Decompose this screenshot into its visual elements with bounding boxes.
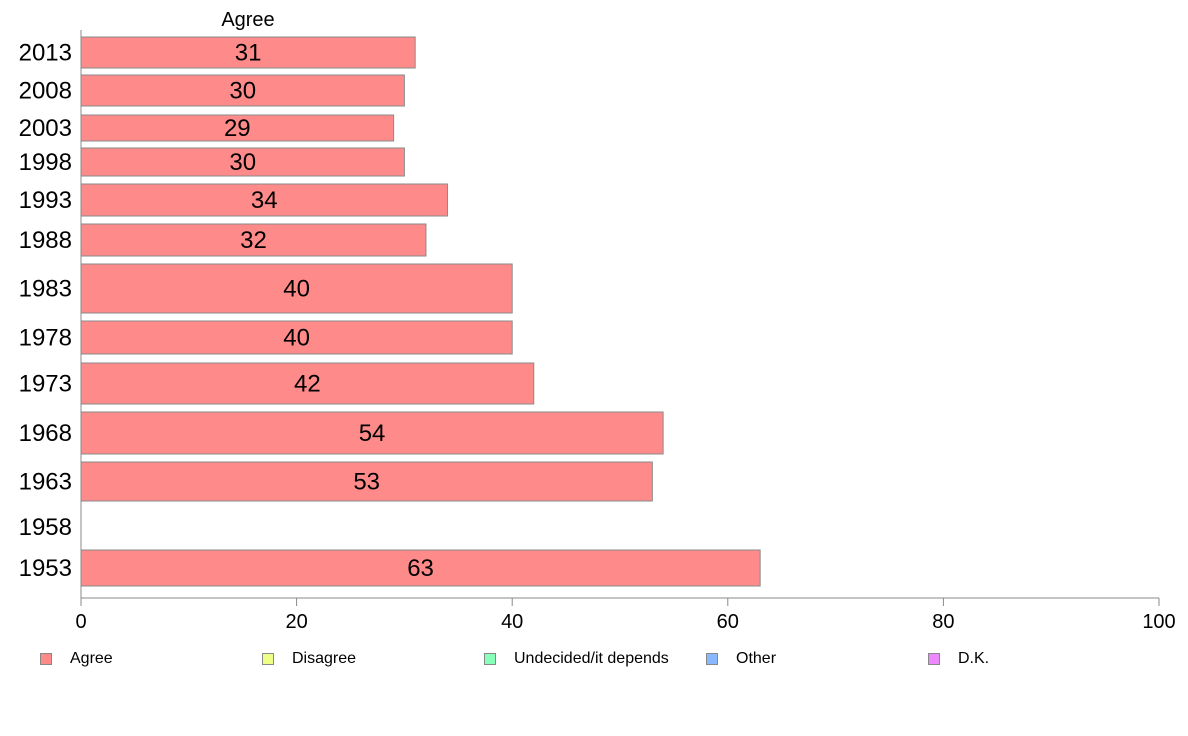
- x-tick-label: 80: [932, 611, 954, 633]
- x-axis: 0 20 40 60 80 100: [75, 30, 1176, 633]
- bar-agree: [80, 183, 449, 217]
- year-label: 2013: [19, 40, 72, 67]
- bar-value-label: 30: [229, 78, 256, 105]
- legend-swatch: [928, 653, 940, 665]
- year-label: 1963: [19, 469, 72, 496]
- legend-item: Disagree: [262, 650, 356, 668]
- bar-agree: [80, 461, 653, 502]
- bar-group: 2013 31 2008 30 2003 29 1998 30 1993 34 1988 32 1983…: [19, 36, 761, 587]
- year-label: 1993: [19, 187, 72, 214]
- bar-value-label: 53: [353, 469, 380, 496]
- year-label: 2003: [19, 115, 72, 142]
- bar-value-label: 63: [407, 555, 434, 582]
- x-tick-label: 100: [1142, 611, 1175, 633]
- legend-swatch: [706, 653, 718, 665]
- column-header: Agree: [221, 9, 274, 31]
- legend-label: Agree: [70, 650, 113, 667]
- bar-value-label: 42: [294, 371, 321, 398]
- x-tick-label: 40: [501, 611, 523, 633]
- legend-label: Disagree: [292, 650, 357, 667]
- legend-item: Agree: [40, 650, 113, 668]
- bar-agree: [80, 147, 405, 177]
- legend-item: D.K.: [928, 650, 989, 668]
- year-label: 1958: [19, 514, 72, 541]
- legend-item: Other: [706, 650, 776, 668]
- legend-label: Undecided/it depends: [514, 650, 669, 667]
- year-label: 1978: [19, 325, 72, 352]
- year-label: 1983: [19, 276, 72, 303]
- year-label: 1973: [19, 371, 72, 398]
- legend-swatch: [484, 653, 496, 665]
- legend-item: Undecided/it depends: [484, 650, 669, 668]
- year-label: 1998: [19, 149, 72, 176]
- legend-label: Other: [736, 650, 777, 667]
- bar-agree: [80, 549, 761, 587]
- bar-value-label: 30: [229, 149, 256, 176]
- bar-value-label: 34: [251, 187, 278, 214]
- legend-swatch: [40, 653, 52, 665]
- bar-agree: [80, 114, 395, 142]
- year-label: 1953: [19, 555, 72, 582]
- bar-value-label: 54: [359, 420, 386, 447]
- legend-swatch: [262, 653, 274, 665]
- legend: Agree Disagree Undecided/it depends Other D.…: [0, 650, 1188, 674]
- x-tick-label: 20: [285, 611, 307, 633]
- year-label: 2008: [19, 78, 72, 105]
- bar-value-label: 32: [240, 227, 267, 254]
- bar-value-label: 29: [224, 115, 251, 142]
- bar-agree: [80, 263, 513, 314]
- bar-value-label: 31: [235, 40, 262, 67]
- legend-label: D.K.: [958, 650, 990, 667]
- bar-agree: [80, 411, 664, 455]
- year-label: 1988: [19, 227, 72, 254]
- bar-agree: [80, 74, 405, 107]
- year-label: 1968: [19, 420, 72, 447]
- x-tick-label: 60: [717, 611, 739, 633]
- chart: Agree 2013 31 2008 30 2003 29 1998 30 1993 34 1988…: [19, 9, 1176, 633]
- bar-agree: [80, 36, 416, 69]
- bar-value-label: 40: [283, 325, 310, 352]
- x-tick-label: 0: [75, 611, 86, 633]
- bar-value-label: 40: [283, 276, 310, 303]
